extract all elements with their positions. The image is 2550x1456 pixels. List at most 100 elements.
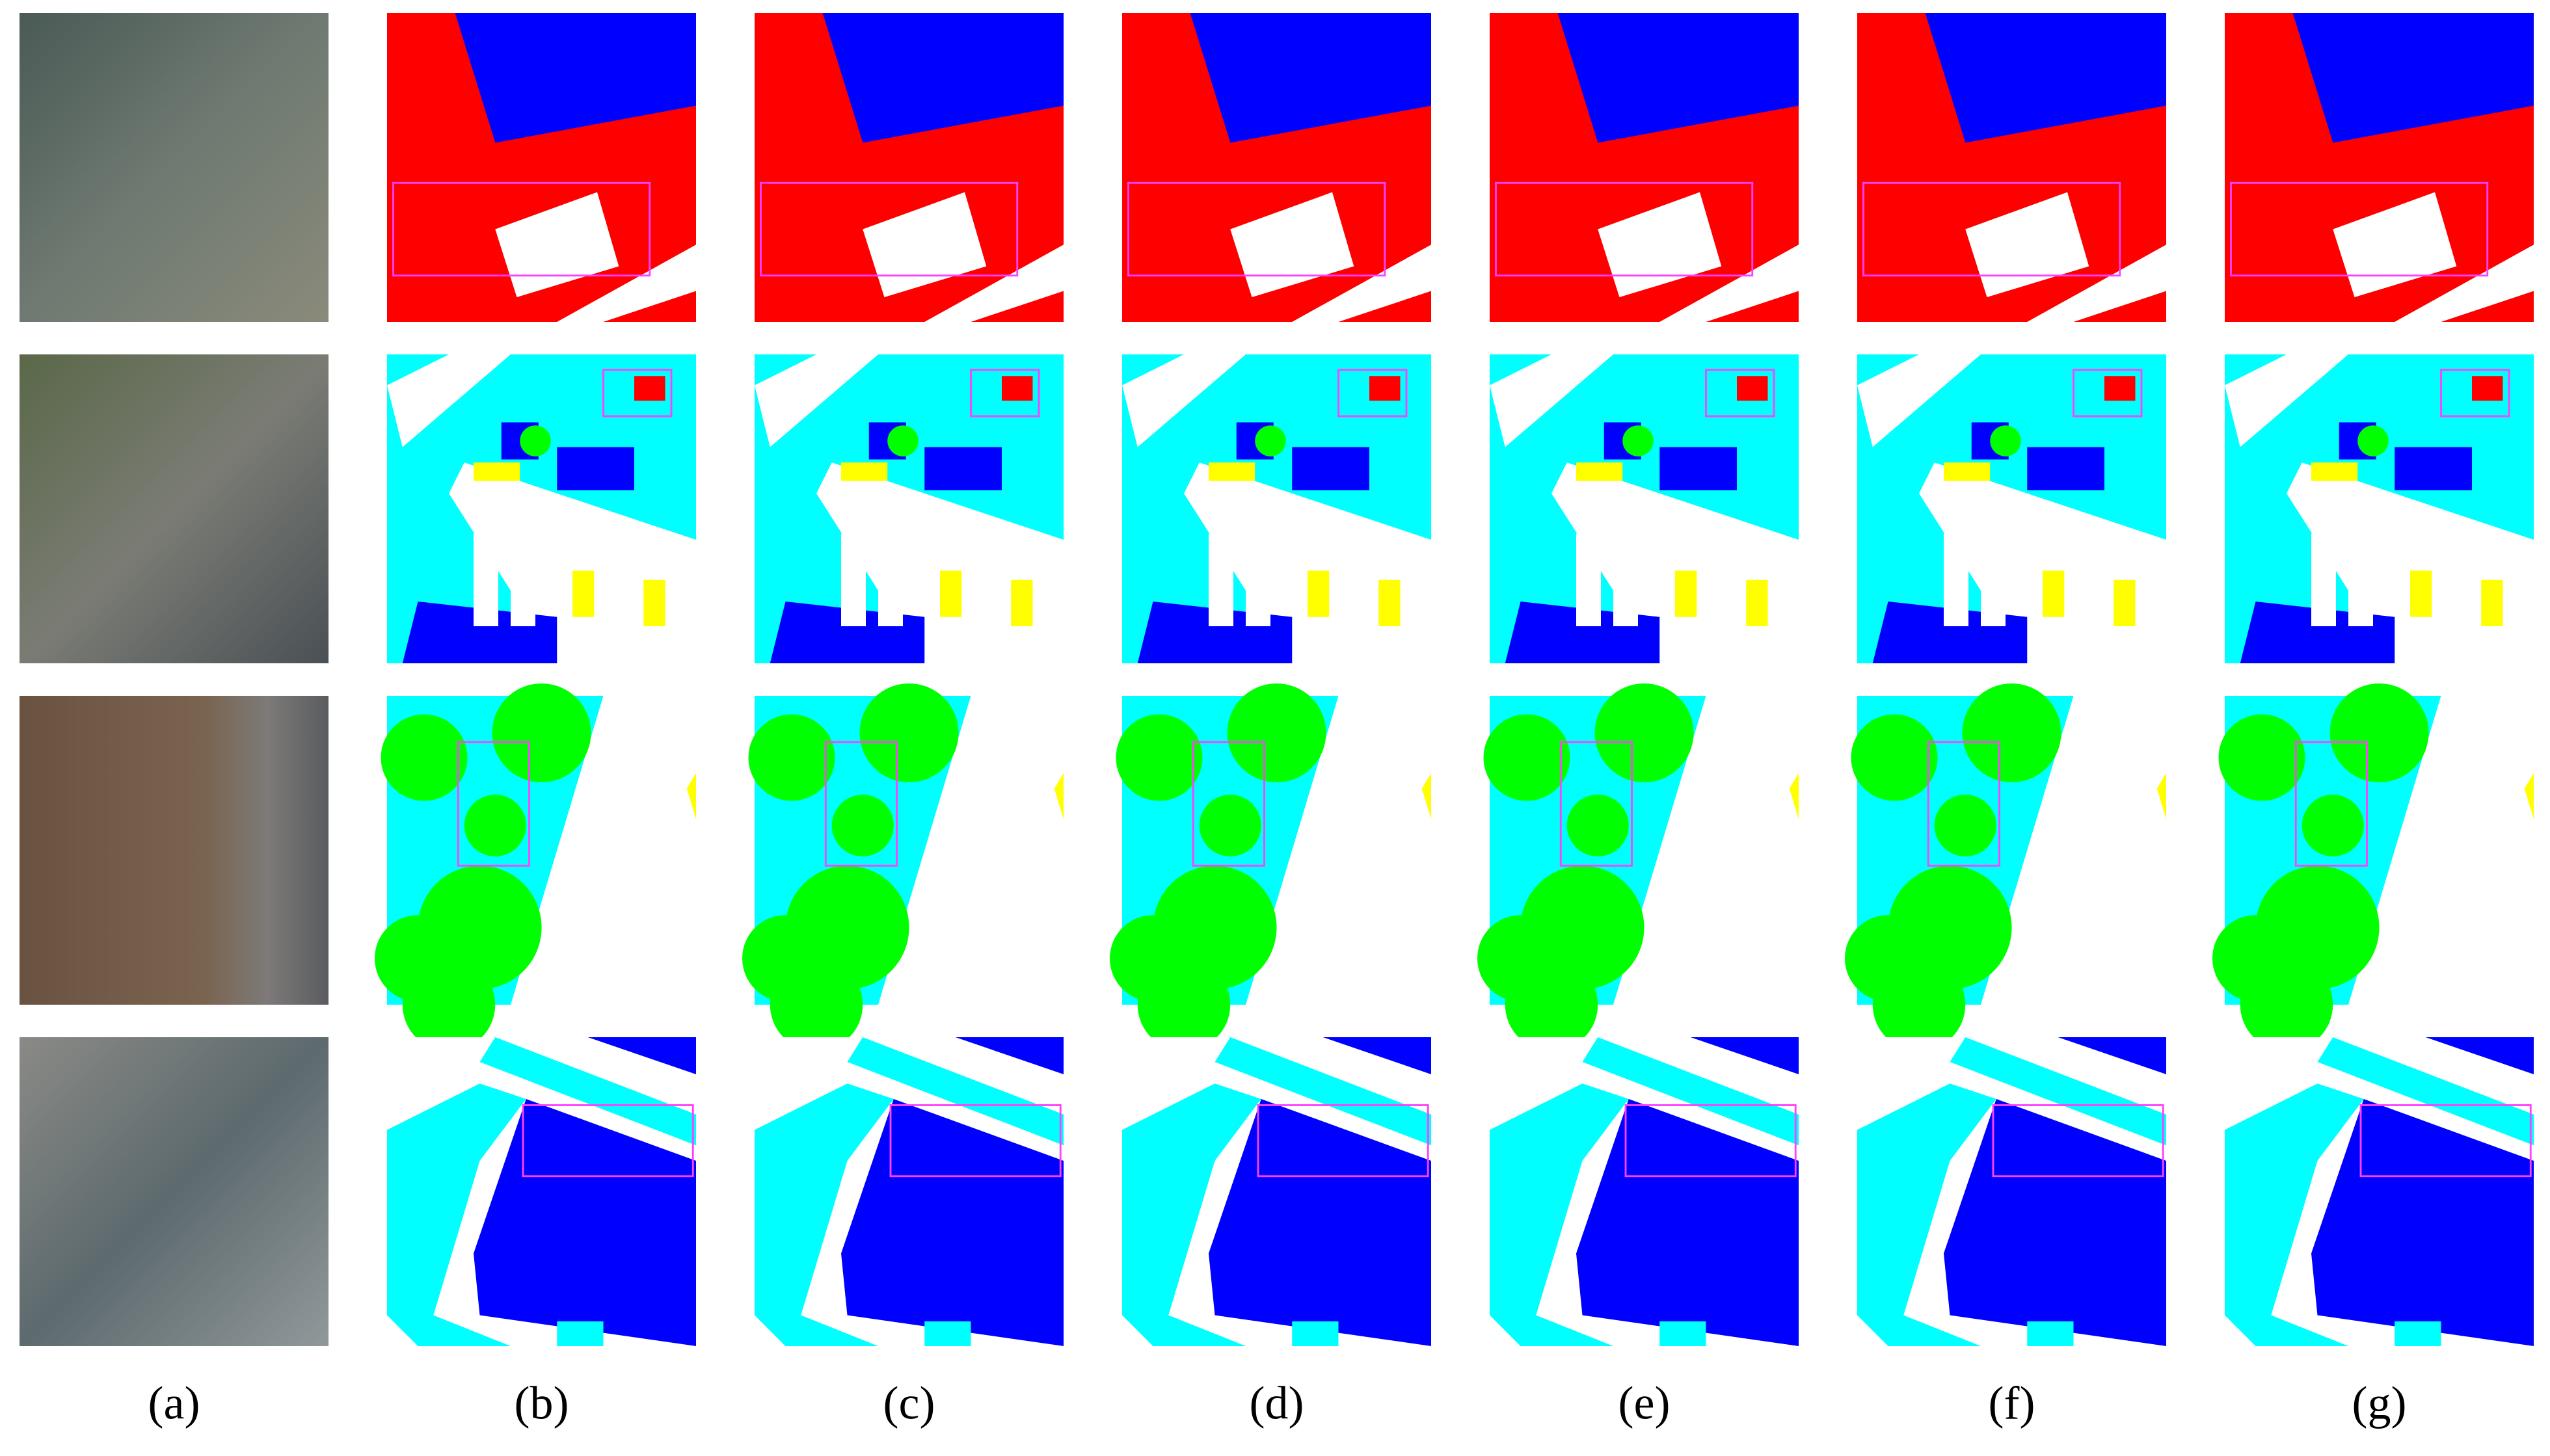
region	[387, 13, 496, 152]
region	[2311, 1099, 2534, 1346]
region	[2317, 1037, 2534, 1146]
region	[402, 958, 496, 1052]
region	[2524, 773, 2534, 819]
region	[1857, 354, 1981, 447]
region	[1962, 683, 2061, 782]
region	[1789, 773, 1799, 819]
region	[1944, 462, 1991, 481]
segmentation-map	[1857, 1037, 2166, 1346]
region	[464, 795, 526, 856]
region	[1990, 425, 2021, 457]
highlight-box	[602, 369, 673, 417]
region	[557, 447, 634, 490]
region	[1965, 192, 2089, 297]
panel-label: (d)	[1250, 1377, 1304, 1429]
aerial-photo	[20, 13, 329, 322]
region	[2395, 1321, 2441, 1346]
highlight-box	[2230, 181, 2489, 277]
region	[1872, 958, 1966, 1052]
region	[1292, 245, 1431, 322]
region	[1551, 462, 1799, 663]
region	[1851, 714, 1938, 801]
region	[387, 354, 511, 447]
segmentation-map	[1490, 354, 1799, 663]
region	[1255, 425, 1286, 457]
region	[449, 462, 696, 663]
region	[686, 773, 696, 819]
region	[2027, 245, 2166, 322]
highlight-box	[889, 1104, 1062, 1178]
region	[755, 1083, 894, 1346]
region	[572, 570, 595, 617]
region	[1246, 533, 1270, 626]
segmentation-map	[755, 13, 1064, 322]
region	[1122, 354, 1246, 447]
region	[1594, 683, 1694, 782]
region	[1209, 462, 1255, 481]
segmentation-map	[1122, 13, 1431, 322]
panel-label: (g)	[2352, 1377, 2407, 1429]
aerial-photo	[20, 354, 329, 663]
region	[822, 13, 1064, 143]
region	[2333, 192, 2457, 297]
region	[1116, 714, 1203, 801]
region	[2410, 570, 2432, 617]
region	[1582, 1037, 1799, 1146]
segmentation-map	[2225, 1037, 2534, 1346]
region	[2156, 773, 2166, 819]
region	[2114, 579, 2136, 626]
region	[831, 795, 894, 856]
region	[1122, 13, 1231, 152]
region	[878, 533, 903, 626]
region	[1566, 795, 1629, 856]
segmentation-map	[742, 683, 1064, 1052]
region	[1137, 958, 1231, 1052]
region	[841, 1099, 1064, 1346]
region	[587, 1037, 696, 1074]
region	[1002, 376, 1033, 401]
region	[1557, 13, 1799, 143]
region	[1215, 1037, 1431, 1146]
region	[2225, 1083, 2364, 1346]
region	[841, 462, 888, 481]
segmentation-map	[2212, 683, 2534, 1052]
segmentation-map	[1490, 13, 1799, 322]
region	[1737, 376, 1768, 401]
region	[924, 447, 1002, 490]
region	[2425, 1037, 2534, 1074]
region	[1857, 1083, 1996, 1346]
segmentation-map	[1845, 683, 2166, 1052]
segmentation-map	[1477, 683, 1799, 1052]
highlight-box	[457, 741, 530, 867]
highlight-box	[2440, 369, 2510, 417]
region	[2472, 376, 2503, 401]
highlight-box	[1705, 369, 1775, 417]
region	[755, 13, 863, 152]
region	[1209, 1099, 1431, 1346]
region	[1934, 795, 1996, 856]
region	[940, 570, 962, 617]
region	[1675, 570, 1697, 617]
region	[1981, 533, 2006, 626]
region	[816, 462, 1064, 663]
segmentation-map	[755, 354, 1064, 663]
region	[1011, 579, 1033, 626]
region	[1857, 13, 1966, 152]
region	[2311, 533, 2336, 626]
region	[1322, 1037, 1431, 1074]
region	[1490, 1083, 1629, 1346]
region	[1944, 533, 1968, 626]
region	[847, 1037, 1064, 1146]
region	[859, 683, 959, 782]
region	[1613, 533, 1638, 626]
segmentation-map	[1857, 354, 2166, 663]
region	[2043, 570, 2065, 617]
region	[1659, 447, 1737, 490]
panel-label: (b)	[515, 1377, 569, 1429]
region	[1925, 13, 2166, 143]
region	[2311, 462, 2358, 481]
region	[492, 683, 591, 782]
segmentation-map	[1490, 1037, 1799, 1346]
region	[1421, 773, 1431, 819]
